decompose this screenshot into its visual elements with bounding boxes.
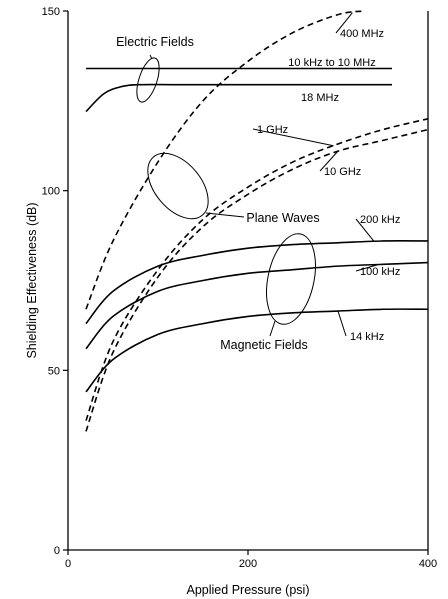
series-label-100-khz: 100 kHz xyxy=(360,266,400,278)
leader-electric-fields xyxy=(149,54,153,60)
series-100-khz xyxy=(85,261,429,350)
x-axis-title: Applied Pressure (psi) xyxy=(187,583,310,597)
series-14-khz xyxy=(85,308,429,393)
series-label-1-ghz: 1 GHz xyxy=(257,124,288,136)
y-axis-title: Shielding Effectiveness (dB) xyxy=(25,202,39,358)
annotation-plane-waves: Plane Waves xyxy=(246,211,319,225)
series-200-khz xyxy=(85,240,429,325)
series-curves xyxy=(85,10,429,432)
x-tick-label-200: 200 xyxy=(239,558,257,570)
ellipse-magnetic-fields xyxy=(266,233,316,325)
ellipse-plane-waves xyxy=(147,152,209,220)
leader-magnetic-fields xyxy=(269,320,276,337)
leader-400-mhz xyxy=(335,12,353,34)
series-10-ghz xyxy=(85,128,429,432)
y-tick-label-150: 150 xyxy=(42,6,60,18)
series-label-10-khz-to-10-mhz: 10 kHz to 10 MHz xyxy=(288,57,375,69)
series-label-400-mhz: 400 MHz xyxy=(340,28,384,40)
series-18-mhz xyxy=(85,83,392,113)
y-tick-label-100: 100 xyxy=(42,186,60,198)
ellipse-electric-fields xyxy=(136,57,160,103)
series-400-mhz xyxy=(85,10,366,310)
series-label-200-khz: 200 kHz xyxy=(360,214,400,226)
annotation-magnetic-fields: Magnetic Fields xyxy=(220,338,308,352)
annotation-electric-fields: Electric Fields xyxy=(116,35,194,49)
series-label-14-khz: 14 kHz xyxy=(350,331,384,343)
leader-10-ghz xyxy=(319,150,339,172)
y-tick-label-0: 0 xyxy=(54,545,60,557)
x-tick-label-0: 0 xyxy=(65,558,71,570)
series-1-ghz xyxy=(85,118,429,421)
labels: 0 200 400 0 50 100 150 Applied Pressure (psi) Sh… xyxy=(25,6,437,597)
leader-1-ghz xyxy=(252,128,334,147)
series-label-18-mhz: 18 MHz xyxy=(301,92,339,104)
leader-plane-waves xyxy=(205,212,245,218)
leader-200-khz xyxy=(355,218,375,242)
label-leaders xyxy=(136,12,379,337)
y-tick-label-50: 50 xyxy=(48,365,60,377)
leader-14-khz xyxy=(337,310,347,337)
series-label-10-ghz: 10 GHz xyxy=(324,166,361,178)
leader-100-khz xyxy=(355,264,379,272)
axes xyxy=(63,10,429,555)
x-tick-label-400: 400 xyxy=(419,558,437,570)
